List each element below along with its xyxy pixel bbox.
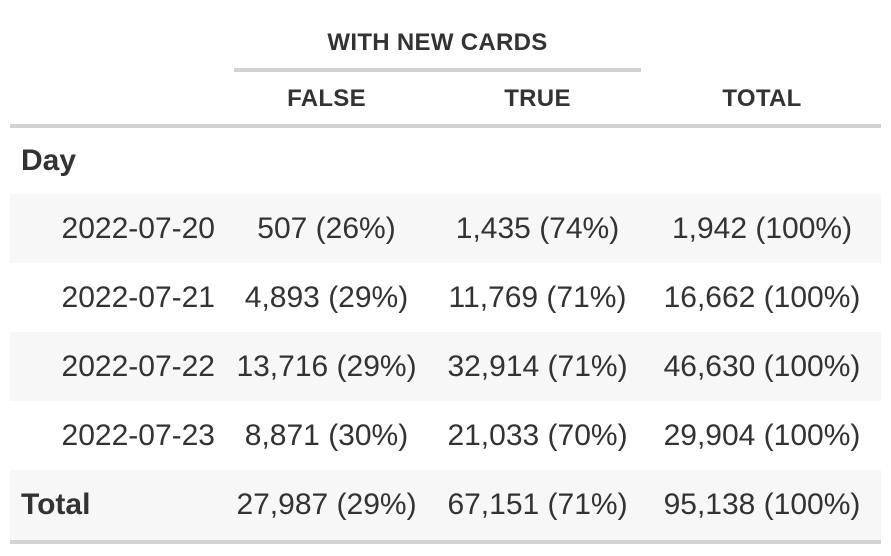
summary-table: FALSE TRUE TOTAL Day 2022-07-20 507 (26%…: [10, 74, 881, 544]
total-cell-false: 27,987 (29%): [221, 470, 432, 544]
header-stub: [10, 74, 221, 128]
row-label: 2022-07-21: [61, 280, 215, 314]
cell-false: 13,716 (29%): [221, 332, 432, 401]
cell-false: 4,893 (29%): [244, 280, 409, 314]
row-label: 2022-07-22: [10, 332, 221, 401]
column-spanner-with-new-cards: WITH NEW CARDS: [234, 24, 641, 72]
table-row: 2022-07-23 8,871 (30%) 21,033 (70%) 29,9…: [10, 401, 881, 470]
group-row-day: Day: [10, 126, 881, 194]
table-row: 2022-07-20 507 (26%) 1,435 (74%) 1,942 (…: [10, 194, 881, 263]
row-label: 2022-07-23: [61, 418, 215, 452]
total-cell-true: 67,151 (71%): [432, 470, 643, 544]
cell-true: 21,033 (70%): [447, 418, 628, 452]
cell-true: 1,435 (74%): [432, 194, 643, 263]
cell-true: 32,914 (71%): [432, 332, 643, 401]
cell-false: 8,871 (30%): [244, 418, 409, 452]
group-label: Day: [21, 144, 77, 177]
cell-total: 1,942 (100%): [643, 194, 881, 263]
header-false: FALSE: [221, 74, 432, 128]
cell-true: 11,769 (71%): [448, 280, 627, 314]
row-label: 2022-07-20: [10, 194, 221, 263]
header-true: TRUE: [432, 74, 643, 128]
cell-total: 46,630 (100%): [643, 332, 881, 401]
header-row: FALSE TRUE TOTAL: [10, 74, 881, 128]
header-total: TOTAL: [643, 74, 881, 128]
cell-total: 29,904 (100%): [663, 418, 861, 452]
cell-total: 16,662 (100%): [663, 280, 861, 314]
table-row: 2022-07-21 4,893 (29%) 11,769 (71%) 16,6…: [10, 263, 881, 332]
total-cell-total: 95,138 (100%): [643, 470, 881, 544]
cell-false: 507 (26%): [221, 194, 432, 263]
total-label: Total: [10, 470, 221, 544]
table-row: 2022-07-22 13,716 (29%) 32,914 (71%) 46,…: [10, 332, 881, 401]
total-row: Total 27,987 (29%) 67,151 (71%) 95,138 (…: [10, 470, 881, 544]
